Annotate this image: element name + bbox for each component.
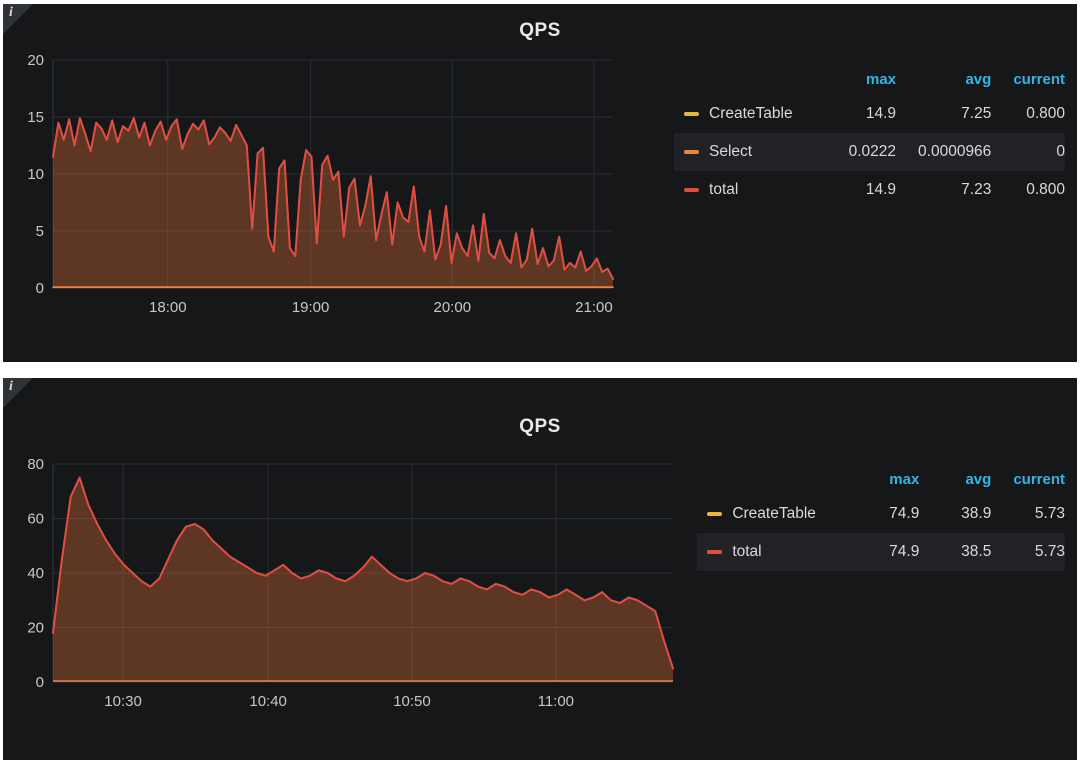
legend-header-max[interactable]: max: [889, 471, 920, 488]
svg-text:40: 40: [27, 565, 44, 582]
legend-value-current: 5.73: [1034, 543, 1065, 560]
panel-info-corner[interactable]: i: [3, 4, 33, 34]
qps-graph[interactable]: 0 5 10 15 20 18:00 19:00 20:00 21:00: [9, 50, 621, 322]
svg-text:0: 0: [36, 280, 44, 297]
svg-text:10: 10: [27, 166, 44, 183]
legend-row: total 74.9 38.5 5.73: [697, 533, 1065, 571]
legend-value-current: 5.73: [1034, 505, 1065, 522]
legend-header-avg[interactable]: avg: [965, 471, 992, 488]
legend: max avg current CreateTable 74.9 38.9 5.73 tota…: [697, 464, 1065, 571]
svg-text:20:00: 20:00: [434, 299, 472, 316]
chart-canvas: 0 20 40 60 80 10:30 10:40 10:50 11:00: [27, 456, 674, 710]
legend-value-max: 14.9: [865, 105, 897, 122]
legend-header-spacer: [674, 64, 824, 95]
svg-text:0: 0: [36, 674, 44, 691]
legend-table: max avg current CreateTable 74.9 38.9 5.73 tota…: [697, 464, 1065, 571]
legend-series-name[interactable]: CreateTable: [709, 105, 793, 122]
svg-text:80: 80: [27, 456, 44, 473]
legend-series-name[interactable]: Select: [709, 143, 753, 160]
legend-header-avg[interactable]: avg: [965, 71, 992, 88]
panel-title[interactable]: QPS: [519, 20, 561, 41]
legend-header-current[interactable]: current: [1013, 71, 1065, 88]
legend-value-avg: 38.5: [961, 543, 992, 560]
info-icon: i: [9, 379, 13, 394]
series-color-swatch[interactable]: [684, 111, 700, 116]
qps-panel-bottom: i QPS 0 20 40 60 80 10:30 10:40 10:50 11:00 max a…: [3, 378, 1077, 760]
legend-header-max[interactable]: max: [866, 71, 897, 88]
svg-text:21:00: 21:00: [575, 299, 613, 316]
series-color-swatch[interactable]: [684, 149, 700, 154]
legend-value-max: 14.9: [865, 181, 897, 198]
legend-value-max: 74.9: [889, 543, 920, 560]
svg-text:19:00: 19:00: [292, 299, 330, 316]
legend: max avg current CreateTable 14.9 7.25 0.800 Sel…: [674, 64, 1065, 209]
svg-text:10:40: 10:40: [249, 693, 287, 710]
legend-value-current: 0: [1056, 143, 1065, 160]
panel-title[interactable]: QPS: [519, 416, 561, 437]
svg-text:15: 15: [27, 109, 44, 126]
legend-value-current: 0.800: [1026, 181, 1065, 198]
series-color-swatch[interactable]: [684, 187, 700, 192]
svg-text:20: 20: [27, 620, 44, 637]
qps-panel-top: i QPS 0 5 10 15 20 18:00 19:00 20:00 21:00 max av…: [3, 4, 1077, 362]
legend-value-avg: 0.0000966: [918, 143, 992, 160]
legend-row: CreateTable 74.9 38.9 5.73: [697, 495, 1065, 533]
legend-value-max: 74.9: [889, 505, 920, 522]
svg-text:10:30: 10:30: [104, 693, 142, 710]
svg-text:10:50: 10:50: [393, 693, 431, 710]
svg-text:11:00: 11:00: [538, 693, 574, 710]
svg-text:60: 60: [27, 511, 44, 528]
legend-row: total 14.9 7.23 0.800: [674, 171, 1065, 209]
legend-value-current: 0.800: [1026, 105, 1065, 122]
legend-header-current[interactable]: current: [1013, 471, 1065, 488]
legend-row: Select 0.0222 0.0000966 0: [674, 133, 1065, 171]
legend-value-avg: 7.23: [961, 181, 992, 198]
panel-info-corner[interactable]: i: [3, 378, 33, 408]
legend-row: CreateTable 14.9 7.25 0.800: [674, 95, 1065, 133]
series-color-swatch[interactable]: [707, 549, 723, 554]
legend-header-spacer: [697, 464, 847, 495]
chart-canvas: 0 5 10 15 20 18:00 19:00 20:00 21:00: [27, 52, 614, 316]
legend-value-avg: 38.9: [961, 505, 992, 522]
series-color-swatch[interactable]: [707, 511, 723, 516]
info-icon: i: [9, 5, 13, 20]
qps-graph[interactable]: 0 20 40 60 80 10:30 10:40 10:50 11:00: [9, 454, 681, 716]
legend-value-max: 0.0222: [848, 143, 897, 160]
legend-value-avg: 7.25: [961, 105, 992, 122]
legend-series-name[interactable]: total: [732, 543, 762, 560]
svg-text:18:00: 18:00: [149, 299, 187, 316]
legend-table: max avg current CreateTable 14.9 7.25 0.800 Sel…: [674, 64, 1065, 209]
legend-series-name[interactable]: total: [709, 181, 739, 198]
svg-text:5: 5: [36, 223, 44, 240]
legend-series-name[interactable]: CreateTable: [732, 505, 816, 522]
svg-text:20: 20: [27, 52, 44, 69]
